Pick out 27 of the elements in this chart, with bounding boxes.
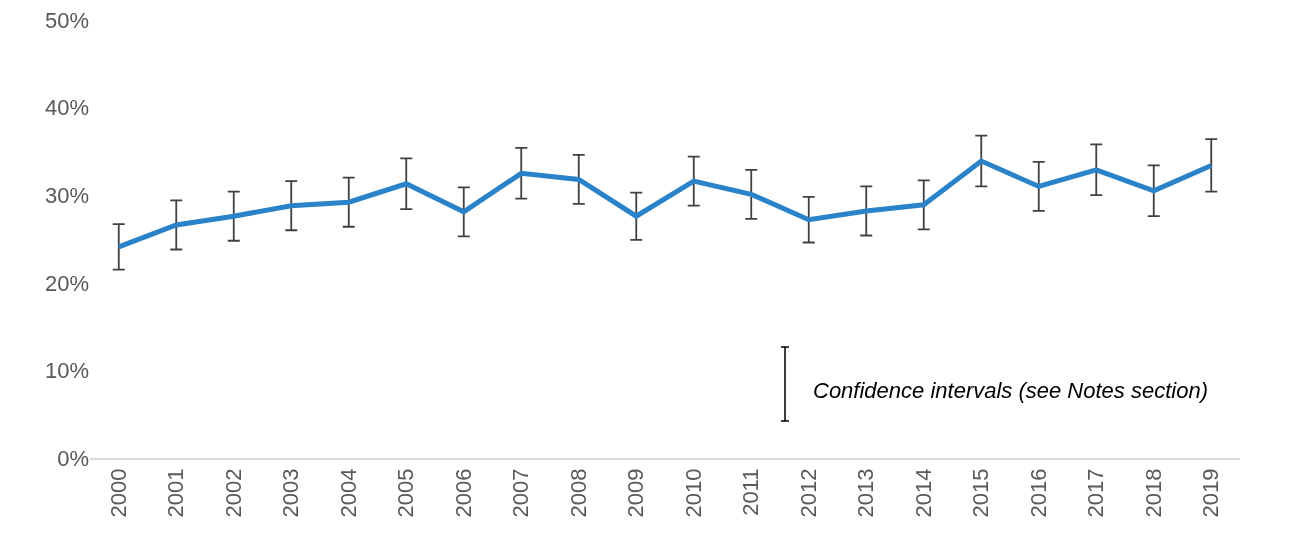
x-tick-label: 2001 bbox=[163, 468, 189, 518]
x-tick-label: 2000 bbox=[105, 468, 131, 518]
x-tick-label: 2008 bbox=[565, 468, 591, 518]
x-tick-label: 2018 bbox=[1140, 468, 1166, 518]
x-tick-label: 2004 bbox=[335, 468, 361, 518]
x-tick-label: 2002 bbox=[220, 468, 246, 518]
x-tick-label: 2019 bbox=[1198, 468, 1224, 518]
x-tick-label: 2007 bbox=[508, 468, 534, 518]
x-tick-label: 2015 bbox=[968, 468, 994, 518]
x-tick-label: 2003 bbox=[278, 468, 304, 518]
y-tick-label: 30% bbox=[44, 182, 89, 208]
annotation: Confidence intervals (see Notes section) bbox=[813, 378, 1208, 403]
x-tick-label: 2012 bbox=[795, 468, 821, 518]
y-tick-label: 50% bbox=[44, 7, 89, 33]
y-tick-label: 40% bbox=[44, 95, 89, 121]
y-tick-label: 10% bbox=[44, 358, 89, 384]
x-tick-label: 2014 bbox=[910, 468, 936, 518]
x-tick-label: 2009 bbox=[623, 468, 649, 518]
x-tick-label: 2016 bbox=[1025, 468, 1051, 518]
x-tick-label: 2011 bbox=[738, 468, 764, 516]
y-tick-label: 0% bbox=[57, 445, 89, 471]
x-tick-label: 2017 bbox=[1083, 468, 1109, 518]
x-tick-label: 2005 bbox=[393, 468, 419, 518]
x-tick-label: 2013 bbox=[853, 468, 879, 518]
x-tick-label: 2010 bbox=[680, 468, 706, 518]
x-tick-label: 2006 bbox=[450, 468, 476, 518]
y-tick-label: 20% bbox=[44, 270, 89, 296]
